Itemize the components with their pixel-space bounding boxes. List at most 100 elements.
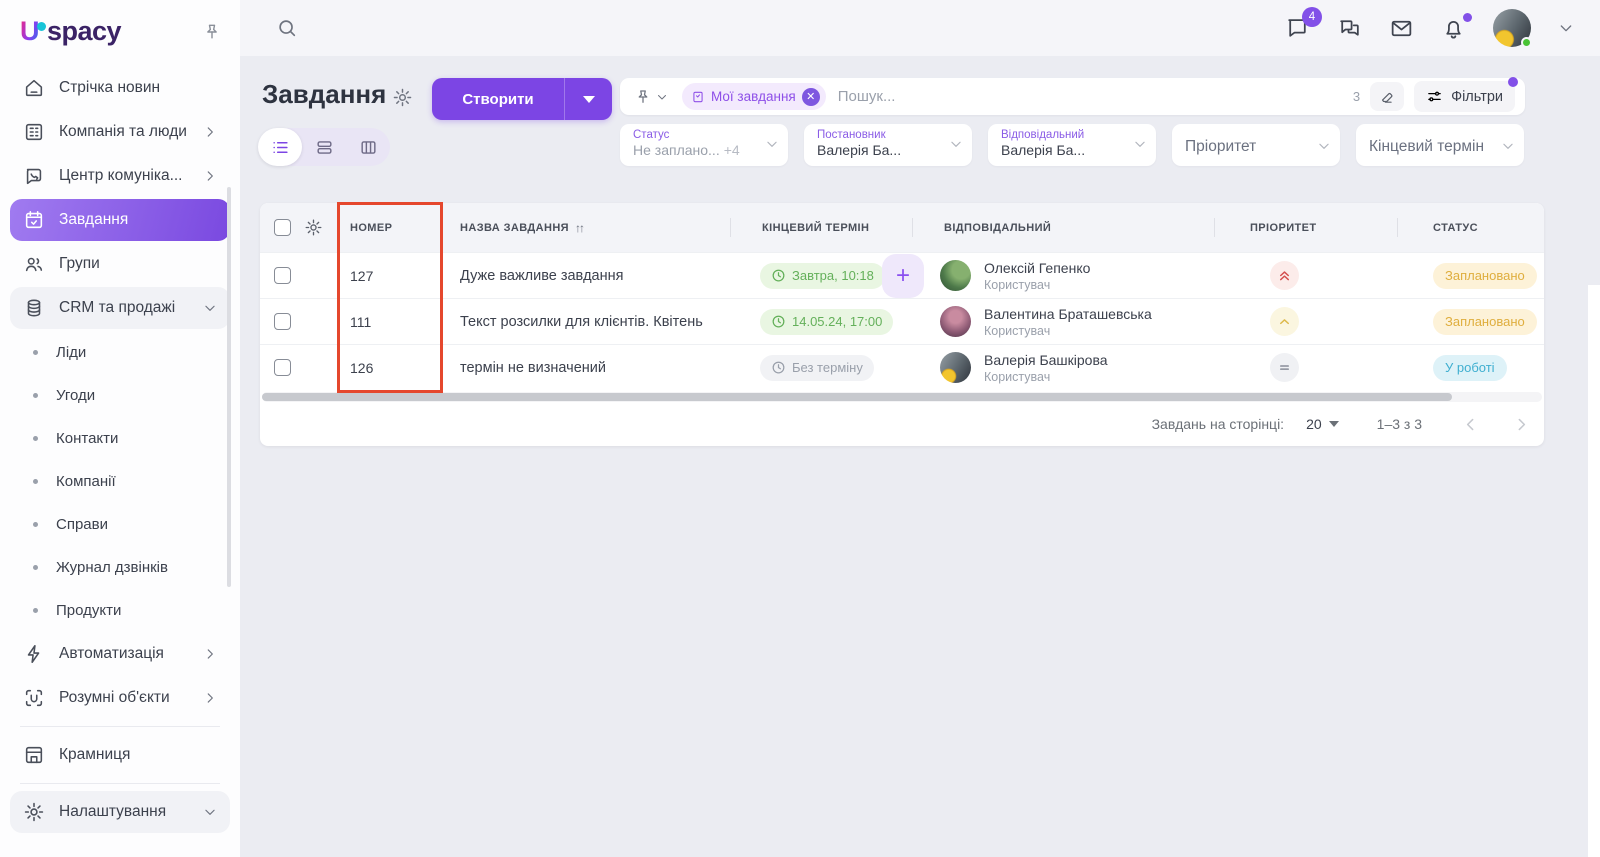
row-checkbox[interactable] [273,267,291,284]
mail-icon[interactable] [1389,16,1414,41]
page-scrollbar[interactable] [1588,285,1600,857]
row-checkbox[interactable] [273,359,291,376]
clock-icon [772,269,785,282]
task-title[interactable]: Дуже важливе завдання [460,267,624,284]
sidebar-subitem-companies[interactable]: Компанії [10,460,230,502]
assignee-cell[interactable]: Валентина Браташевська Користувач [912,306,1214,338]
sidebar-subitem-products[interactable]: Продукти [10,589,230,631]
scrollbar-thumb[interactable] [262,393,1453,401]
view-list-button[interactable] [258,128,302,166]
create-button[interactable]: Створити [432,78,612,120]
next-page-button[interactable] [1513,416,1530,433]
row-select-cell [260,313,304,330]
task-title[interactable]: Текст розсилки для клієнтів. Квітень [460,313,703,330]
priority-normal-icon[interactable] [1270,353,1299,382]
sidebar-item-company-people[interactable]: Компанія та люди [10,111,230,153]
pagination: Завдань на сторінці: 20 1–3 з 3 [260,402,1544,446]
view-kanban-button[interactable] [302,128,346,166]
sidebar-subitem-deals[interactable]: Угоди [10,374,230,416]
bullet-icon [33,392,38,398]
sidebar-subitem-leads[interactable]: Ліди [10,331,230,373]
priority-high-icon[interactable] [1270,261,1299,290]
filter-responsible[interactable]: Відповідальний Валерія Ба... [988,124,1156,166]
table-row[interactable]: 126 термін не визначений Без терміну Вал… [260,344,1544,390]
column-header-task-name[interactable]: НАЗВА ЗАВДАННЯ ↑↑ [460,220,585,235]
view-columns-button[interactable] [346,128,390,166]
create-dropdown-button[interactable] [565,95,612,103]
sidebar-subitem-label: Продукти [56,601,122,619]
search-input[interactable] [837,88,1353,105]
column-header-responsible[interactable]: ВІДПОВІДАЛЬНИЙ [912,203,1214,252]
search-icon[interactable] [276,17,298,39]
select-all-checkbox[interactable] [273,219,291,236]
deadline-pill[interactable]: Без терміну [760,354,874,381]
sidebar-divider [20,783,220,784]
bell-icon[interactable] [1441,12,1472,41]
sidebar-item-tasks[interactable]: Завдання [10,199,230,241]
sidebar-subitem-activities[interactable]: Справи [10,503,230,545]
row-select-cell [260,267,304,284]
sidebar-item-communication-center[interactable]: Центр комуніка... [10,155,230,197]
filter-label: Пріоритет [1185,138,1257,155]
sidebar-item-settings[interactable]: Налаштування [10,791,230,833]
sidebar-item-automation[interactable]: Автоматизація [10,633,230,675]
sidebar-subitem-label: Компанії [56,472,116,490]
clear-filters-eraser-icon[interactable] [1370,82,1405,111]
horizontal-scrollbar[interactable] [262,392,1542,402]
assignee-cell[interactable]: Валерія Башкірова Користувач [912,352,1214,384]
per-page-select[interactable]: 20 [1306,416,1339,432]
assignee-role: Користувач [984,323,1051,338]
assignee-cell[interactable]: Олексій Гепенко Користувач [912,260,1214,292]
task-title[interactable]: термін не визначений [460,359,606,376]
profile-chevron-down-icon[interactable] [1558,20,1574,36]
table-settings-gear-icon[interactable] [304,218,323,237]
deadline-pill[interactable]: 14.05.24, 17:00 [760,308,894,335]
chat-icon[interactable]: 4 [1285,6,1322,41]
pin-filter-button[interactable] [634,88,668,106]
column-header-priority[interactable]: ПРІОРИТЕТ [1214,203,1397,252]
status-badge[interactable]: Заплановано [1433,308,1537,335]
crm-icon [23,297,45,319]
chevron-right-icon [203,125,217,139]
filter-author[interactable]: Постановник Валерія Ба... [804,124,972,166]
sidebar-item-groups[interactable]: Групи [10,243,230,285]
sidebar-item-label: Компанія та люди [59,123,187,140]
caret-down-icon [582,95,595,103]
filter-deadline[interactable]: Кінцевий термін [1356,124,1524,166]
filter-status[interactable]: Статус Не заплано... +4 [620,124,788,166]
sidebar-item-store[interactable]: Крамниця [10,734,230,776]
main-content: Завдання Створити Мої завдання ✕ 3 [240,56,1600,857]
sidebar-scrollbar[interactable] [227,187,231,587]
column-header-deadline[interactable]: КІНЦЕВИЙ ТЕРМІН [730,203,912,252]
row-checkbox[interactable] [273,313,291,330]
add-subtask-button[interactable]: + [882,254,924,298]
uspacy-logo[interactable]: U spacy [20,16,122,47]
filter-priority[interactable]: Пріоритет [1172,124,1340,166]
sidebar-subitem-call-log[interactable]: Журнал дзвінків [10,546,230,588]
avatar[interactable] [1493,9,1532,48]
deadline-pill[interactable]: Завтра, 10:18 [760,262,885,289]
sort-ascending-icon[interactable]: ↑↑ [574,220,585,235]
sidebar-item-crm[interactable]: CRM та продажі [10,287,230,329]
remove-chip-icon[interactable]: ✕ [801,87,820,106]
filter-value: Валерія Ба... [1001,142,1086,158]
page-settings-gear-icon[interactable] [392,87,413,108]
status-badge[interactable]: У роботі [1433,354,1507,381]
column-header-number[interactable]: НОМЕР [350,221,393,234]
pin-sidebar-icon[interactable] [202,22,222,42]
filter-chip-my-tasks[interactable]: Мої завдання ✕ [682,83,826,110]
filter-value: Не заплано... +4 [633,142,740,158]
chevron-down-icon [203,805,217,819]
previous-page-button[interactable] [1462,416,1479,433]
priority-medium-icon[interactable] [1270,307,1299,336]
status-badge[interactable]: Заплановано [1433,262,1537,289]
sidebar-item-news-feed[interactable]: Стрічка новин [10,67,230,109]
column-header-status[interactable]: СТАТУС [1397,203,1544,252]
sidebar-item-smart-objects[interactable]: Розумні об'єкти [10,677,230,719]
filters-button[interactable]: Фільтри [1414,77,1518,112]
table-row[interactable]: 127 Дуже важливе завдання Завтра, 10:18 … [260,252,1544,298]
group-chats-icon[interactable] [1337,16,1362,41]
sidebar-subitem-contacts[interactable]: Контакти [10,417,230,459]
task-deadline-cell: Завтра, 10:18 [730,262,912,289]
table-row[interactable]: 111 Текст розсилки для клієнтів. Квітень… [260,298,1544,344]
